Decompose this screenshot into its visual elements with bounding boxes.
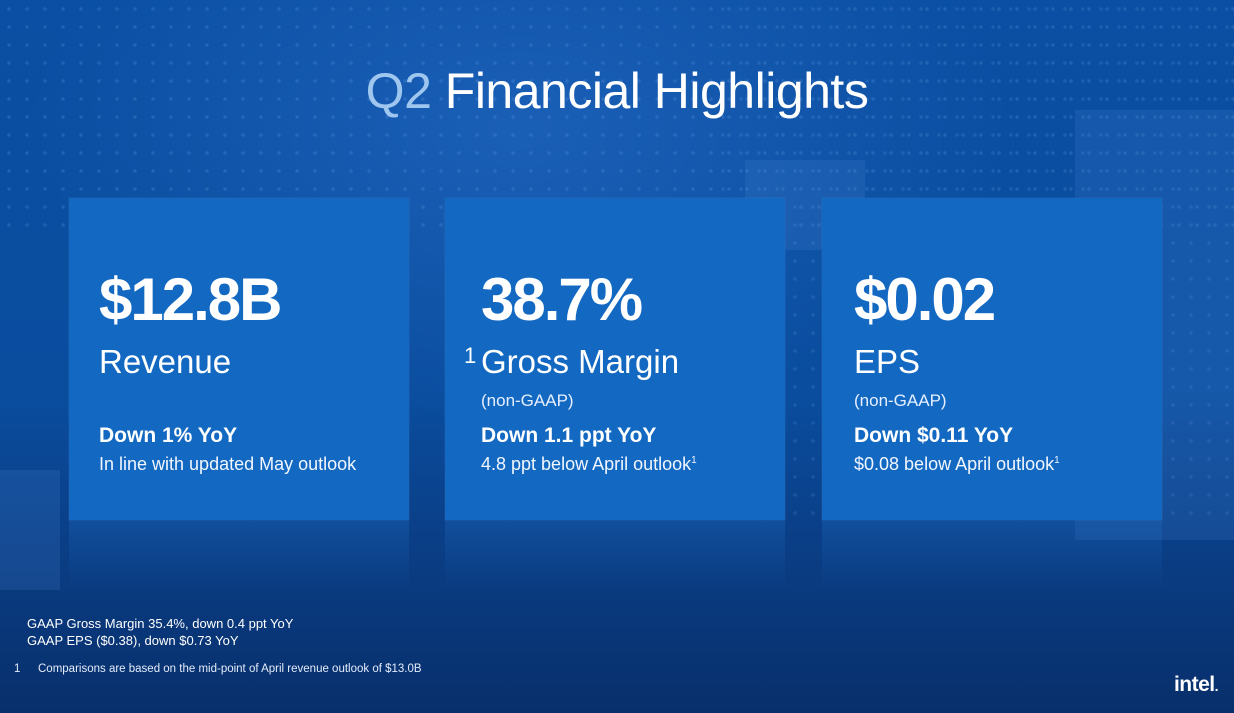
card-outlook-text: $0.08 below April outlook	[854, 454, 1055, 474]
card-gross-margin: 38.7% 1 Gross Margin (non-GAAP) Down 1.1…	[445, 198, 785, 590]
title-text: Financial Highlights	[444, 63, 869, 119]
gaap-gross-margin: GAAP Gross Margin 35.4%, down 0.4 ppt Yo…	[27, 616, 294, 631]
background-block	[0, 470, 60, 590]
card-revenue: $12.8B Revenue Down 1% YoY In line with …	[69, 198, 409, 590]
card-eps: $0.02 EPS (non-GAAP) Down $0.11 YoY $0.0…	[822, 198, 1162, 590]
gaap-eps: GAAP EPS ($0.38), down $0.73 YoY	[27, 633, 239, 648]
logo-dot: .	[1214, 678, 1219, 694]
card-outlook-text: In line with updated May outlook	[99, 454, 357, 474]
footnote-number: 1	[14, 663, 21, 675]
card-change: Down 1.1 ppt YoY	[481, 424, 657, 447]
card-value: $0.02	[854, 266, 996, 333]
card-outlook-text: 4.8 ppt below April outlook	[481, 454, 692, 474]
card-label: Gross Margin	[481, 343, 680, 380]
card-subtitle: (non-GAAP)	[854, 391, 947, 410]
card-label: EPS	[854, 343, 921, 380]
footnote-superscript: 1	[1054, 455, 1060, 466]
footnote-marker: 1	[464, 343, 477, 368]
card-change: Down 1% YoY	[99, 424, 238, 447]
card-outlook: $0.08 below April outlook1	[854, 454, 1060, 475]
footnote: 1 Comparisons are based on the mid-point …	[14, 663, 422, 675]
card-value: 38.7%	[481, 266, 643, 333]
title-quarter: Q2	[365, 63, 432, 119]
card-change: Down $0.11 YoY	[854, 424, 1014, 447]
intel-logo: intel.	[1173, 673, 1219, 697]
card-reflection	[69, 520, 409, 590]
card-outlook: In line with updated May outlook	[99, 454, 356, 475]
card-label: Revenue	[99, 343, 232, 380]
logo-text: intel	[1173, 673, 1215, 696]
card-subtitle: (non-GAAP)	[481, 391, 574, 410]
card-value: $12.8B	[99, 266, 282, 333]
footnote-superscript: 1	[691, 455, 697, 466]
card-reflection	[445, 520, 785, 590]
gaap-notes: GAAP Gross Margin 35.4%, down 0.4 ppt Yo…	[27, 615, 293, 649]
card-reflection	[822, 520, 1162, 590]
page-title: Q2 Financial Highlights	[0, 62, 1234, 120]
card-outlook: 4.8 ppt below April outlook1	[481, 454, 697, 475]
footnote-text: Comparisons are based on the mid-point o…	[38, 663, 422, 675]
